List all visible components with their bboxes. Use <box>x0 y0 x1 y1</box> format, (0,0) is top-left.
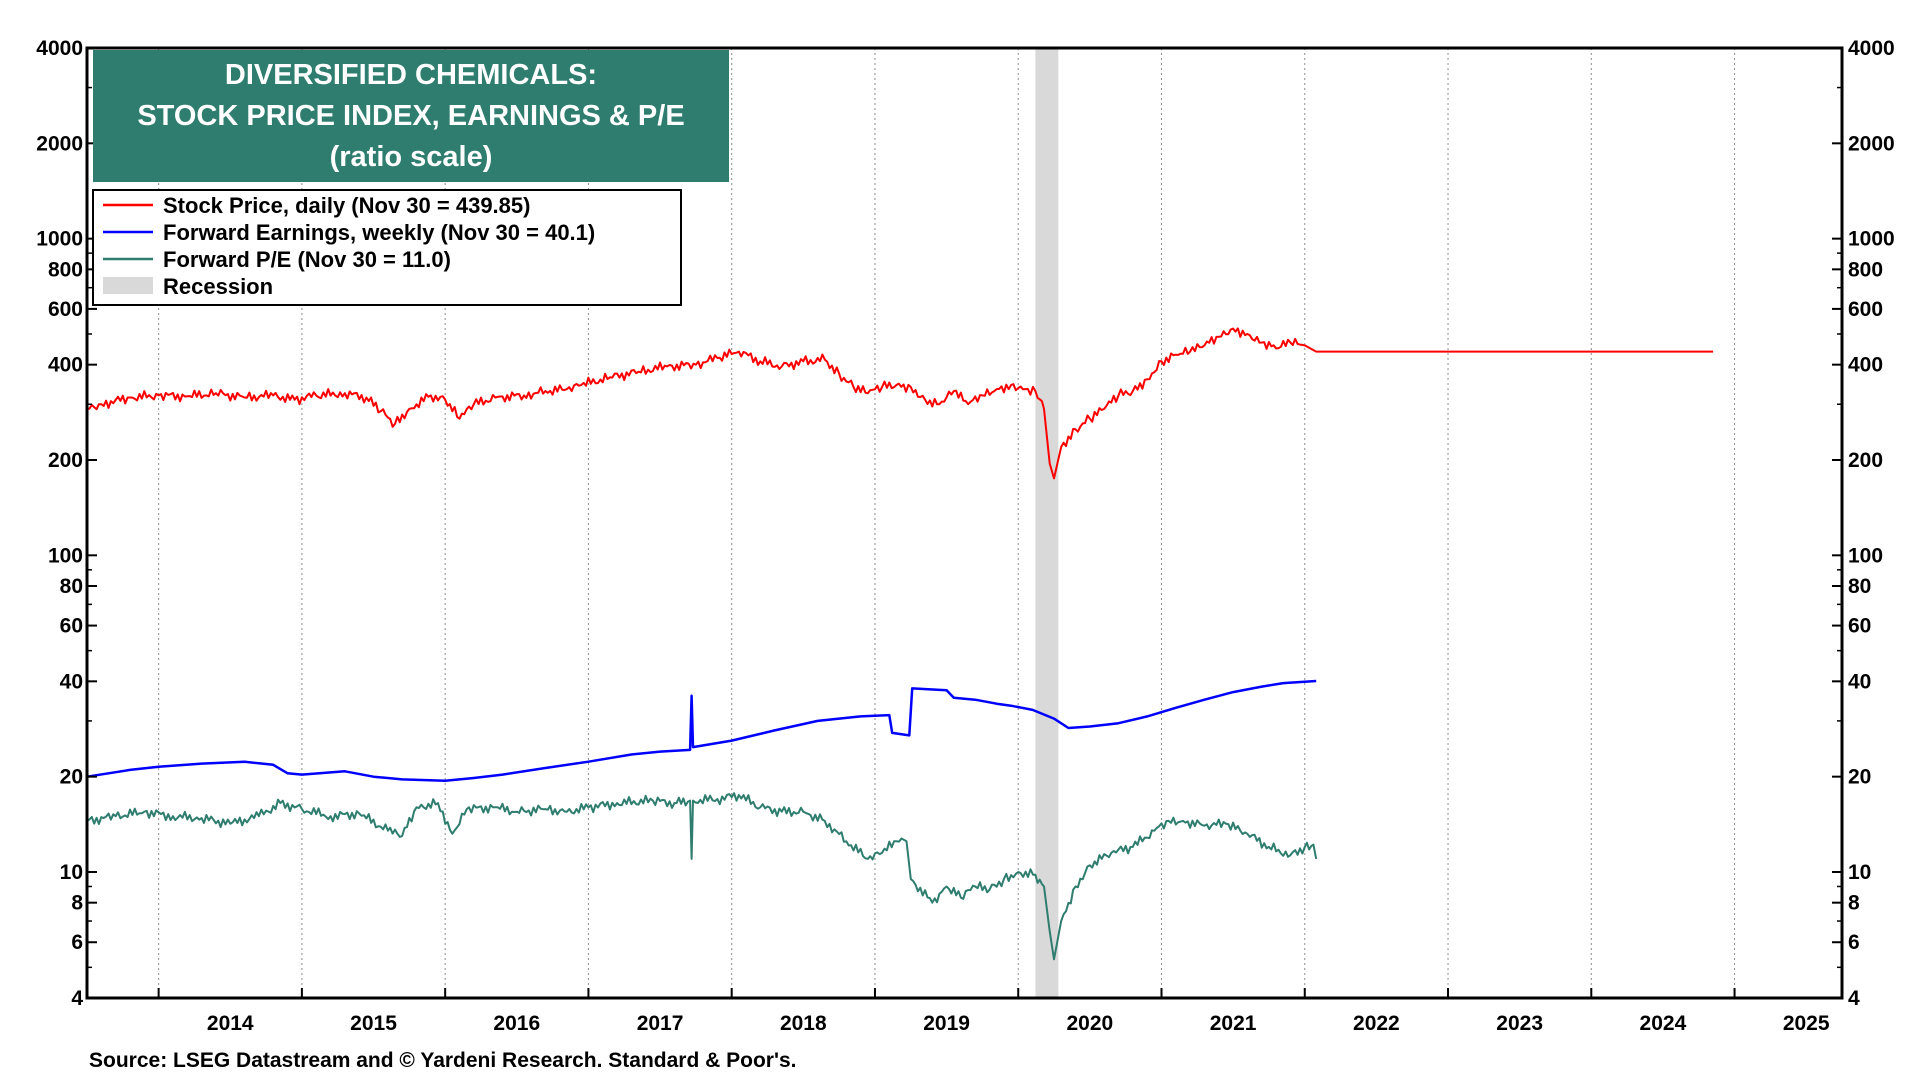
stock-price-line <box>86 327 1714 480</box>
legend-swatch-recession <box>103 277 153 294</box>
legend: Stock Price, daily (Nov 30 = 439.85) For… <box>92 189 682 306</box>
y-tick-label-right: 10 <box>1848 861 1871 884</box>
recession-band <box>1035 48 1059 998</box>
y-tick-label-left: 20 <box>60 766 83 789</box>
grid-layer <box>158 48 1736 998</box>
y-tick-label-right: 400 <box>1848 354 1883 377</box>
y-tick-label-left: 60 <box>60 615 83 638</box>
y-tick-label-left: 4000 <box>36 37 83 60</box>
x-tick-label: 2025 <box>1783 1012 1830 1035</box>
legend-label-forward-pe: Forward P/E (Nov 30 = 11.0) <box>163 247 451 272</box>
x-tick-label: 2014 <box>207 1012 254 1035</box>
legend-label-stock-price: Stock Price, daily (Nov 30 = 439.85) <box>163 193 530 218</box>
forward-earnings-line <box>86 679 1317 783</box>
y-tick-label-right: 100 <box>1848 544 1883 567</box>
plot-frame <box>85 46 1844 1000</box>
y-tick-label-left: 80 <box>60 575 83 598</box>
y-tick-label-right: 80 <box>1848 575 1871 598</box>
y-tick-label-right: 40 <box>1848 670 1871 693</box>
y-axis-ticks: 4000 4000 2000 2000 1000 1000 800 800 600 600 400 4… <box>36 37 1894 1010</box>
y-tick-label-left: 2000 <box>36 132 83 155</box>
y-tick-label-left: 400 <box>48 354 83 377</box>
y-tick-label-right: 200 <box>1848 449 1883 472</box>
chart-title-line-3: (ratio scale) <box>330 141 493 173</box>
y-tick-label-right: 60 <box>1848 615 1871 638</box>
x-tick-label: 2022 <box>1353 1012 1400 1035</box>
y-tick-label-left: 100 <box>48 544 83 567</box>
chart-title-line-1: DIVERSIFIED CHEMICALS: <box>225 59 597 91</box>
series-layer <box>86 327 1714 961</box>
y-tick-label-left: 6 <box>71 931 83 954</box>
x-tick-label: 2019 <box>923 1012 970 1035</box>
recession-band-layer <box>1035 48 1059 998</box>
y-tick-label-right: 4 <box>1848 987 1860 1010</box>
chart-title-line-2: STOCK PRICE INDEX, EARNINGS & P/E <box>137 100 684 132</box>
y-tick-label-right: 1000 <box>1848 228 1895 251</box>
x-tick-label: 2024 <box>1640 1012 1687 1035</box>
forward-pe-line <box>86 792 1318 961</box>
y-tick-label-left: 800 <box>48 258 83 281</box>
y-tick-label-left: 10 <box>60 861 83 884</box>
legend-label-forward-earnings: Forward Earnings, weekly (Nov 30 = 40.1) <box>163 220 595 245</box>
y-tick-label-right: 6 <box>1848 931 1860 954</box>
y-tick-label-right: 600 <box>1848 298 1883 321</box>
y-tick-label-right: 8 <box>1848 892 1860 915</box>
y-tick-label-left: 4 <box>71 987 83 1010</box>
x-tick-label: 2020 <box>1066 1012 1113 1035</box>
y-tick-label-right: 800 <box>1848 258 1883 281</box>
title-box: DIVERSIFIED CHEMICALS: STOCK PRICE INDEX… <box>93 50 729 182</box>
y-tick-label-left: 600 <box>48 298 83 321</box>
x-tick-label: 2016 <box>493 1012 540 1035</box>
legend-label-recession: Recession <box>163 274 273 299</box>
x-axis-ticks: 2014 2015 2016 2017 2018 2019 2020 2021 2022 2023… <box>157 988 1830 1035</box>
x-tick-label: 2015 <box>350 1012 397 1035</box>
x-tick-label: 2023 <box>1496 1012 1543 1035</box>
y-tick-label-left: 1000 <box>36 228 83 251</box>
y-tick-label-right: 2000 <box>1848 132 1895 155</box>
y-tick-label-left: 200 <box>48 449 83 472</box>
x-tick-label: 2017 <box>637 1012 684 1035</box>
y-tick-label-left: 8 <box>71 892 83 915</box>
y-tick-label-left: 40 <box>60 670 83 693</box>
y-tick-label-right: 20 <box>1848 766 1871 789</box>
x-tick-label: 2021 <box>1210 1012 1257 1035</box>
y-tick-label-right: 4000 <box>1848 37 1895 60</box>
x-tick-label: 2018 <box>780 1012 827 1035</box>
source-note: Source: LSEG Datastream and © Yardeni Re… <box>89 1049 796 1072</box>
